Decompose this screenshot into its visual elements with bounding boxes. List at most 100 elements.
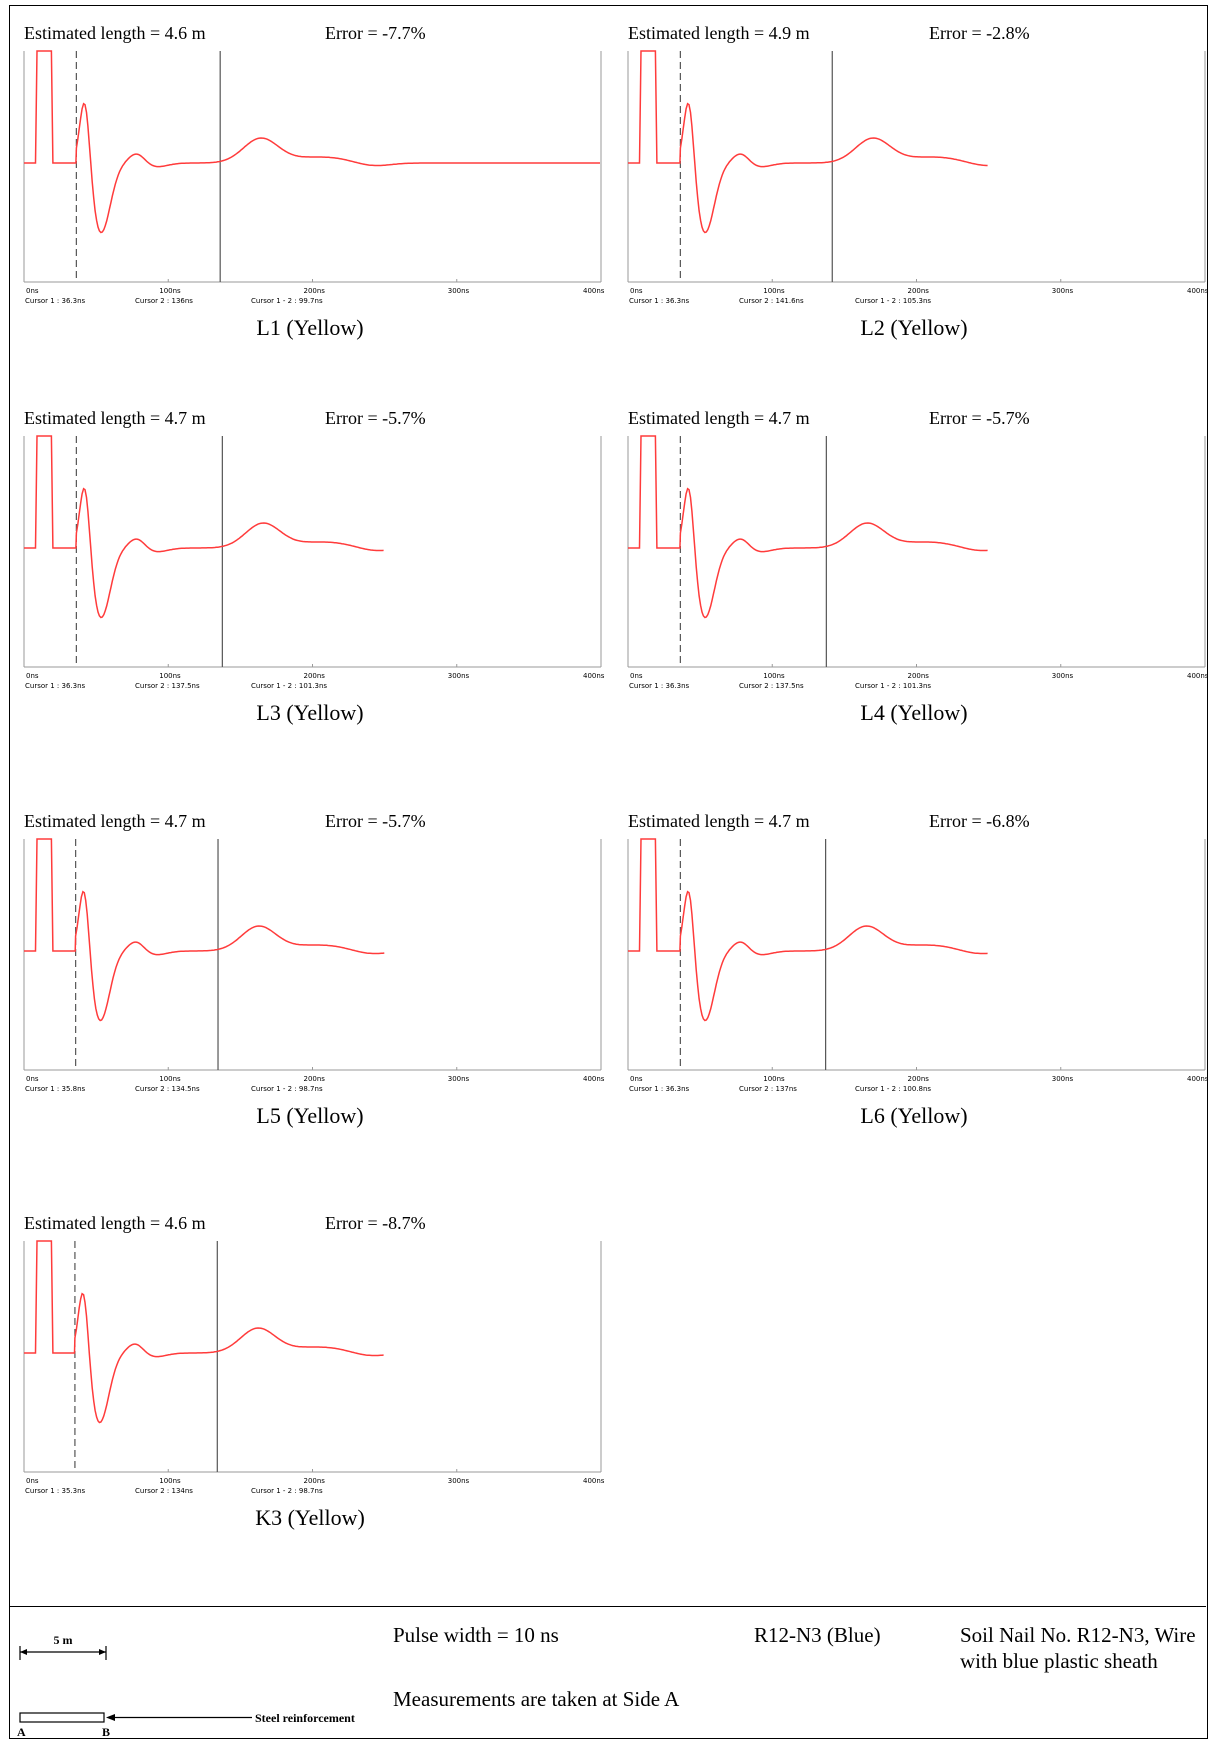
x-tick-label: 100ns <box>763 287 785 295</box>
cursor2-readout: Cursor 2 : 137ns <box>739 1085 797 1093</box>
error-value: Error = -5.7% <box>325 408 426 428</box>
x-tick-label: 400ns <box>583 287 605 295</box>
cursor1-readout: Cursor 1 : 36.3ns <box>629 1085 690 1093</box>
error-value: Error = -7.7% <box>325 23 426 43</box>
x-tick-label: 200ns <box>304 1477 326 1485</box>
page-frame <box>9 5 1208 1739</box>
cursor-delta-readout: Cursor 1 - 2 : 99.7ns <box>251 297 323 305</box>
tdr-panel: Estimated length = 4.7 m Error = -5.7% L5 … <box>10 793 610 1133</box>
tdr-plot: 0ns 100ns 200ns 300ns 400ns Cursor 1 : 36.3ns… <box>627 838 1209 1093</box>
error-value: Error = -5.7% <box>325 811 426 831</box>
x-tick-label: 400ns <box>583 672 605 680</box>
x-tick-label: 200ns <box>908 287 930 295</box>
pulse-width: Pulse width = 10 ns <box>393 1623 559 1647</box>
panel-caption: L5 (Yellow) <box>256 1103 364 1128</box>
scale-label: 5 m <box>54 1633 73 1647</box>
panel-caption: L3 (Yellow) <box>256 700 364 725</box>
waveform-trace <box>24 50 600 234</box>
cursor-delta-readout: Cursor 1 - 2 : 101.3ns <box>251 682 327 690</box>
x-tick-label: 100ns <box>159 1477 181 1485</box>
x-tick-label: 0ns <box>26 287 39 295</box>
cursor-delta-readout: Cursor 1 - 2 : 100.8ns <box>855 1085 931 1093</box>
x-tick-label: 0ns <box>630 287 643 295</box>
waveform-trace <box>24 1240 384 1424</box>
estimated-length: Estimated length = 4.9 m <box>628 23 810 43</box>
error-value: Error = -2.8% <box>929 23 1030 43</box>
x-tick-label: 0ns <box>630 1075 643 1083</box>
x-tick-label: 300ns <box>448 672 470 680</box>
waveform-trace <box>24 435 384 619</box>
panel-caption: L6 (Yellow) <box>860 1103 968 1128</box>
x-tick-label: 200ns <box>304 672 326 680</box>
waveform-trace <box>628 838 988 1022</box>
estimated-length: Estimated length = 4.7 m <box>628 811 810 831</box>
x-tick-label: 0ns <box>26 1477 39 1485</box>
x-tick-label: 100ns <box>159 672 181 680</box>
x-tick-label: 300ns <box>448 1075 470 1083</box>
tdr-plot: 0ns 100ns 200ns 300ns 400ns Cursor 1 : 36.3ns… <box>23 50 605 305</box>
nail-description: Soil Nail No. R12-N3, Wire with blue pla… <box>960 1623 1196 1673</box>
x-tick-label: 100ns <box>763 1075 785 1083</box>
panel-caption: L4 (Yellow) <box>860 700 968 725</box>
cursor1-readout: Cursor 1 : 36.3ns <box>629 682 690 690</box>
x-tick-label: 300ns <box>448 287 470 295</box>
tdr-plot: 0ns 100ns 200ns 300ns 400ns Cursor 1 : 35.3ns… <box>23 1240 605 1495</box>
x-tick-label: 100ns <box>763 672 785 680</box>
x-tick-label: 400ns <box>1187 287 1209 295</box>
x-tick-label: 0ns <box>26 1075 39 1083</box>
waveform-trace <box>628 50 988 234</box>
end-b-label: B <box>102 1725 110 1739</box>
estimated-length: Estimated length = 4.7 m <box>628 408 810 428</box>
cursor1-readout: Cursor 1 : 36.3ns <box>629 297 690 305</box>
x-tick-label: 300ns <box>1052 287 1074 295</box>
cursor2-readout: Cursor 2 : 134.5ns <box>135 1085 200 1093</box>
x-tick-label: 200ns <box>304 287 326 295</box>
estimated-length: Estimated length = 4.6 m <box>24 23 206 43</box>
error-value: Error = -8.7% <box>325 1213 426 1233</box>
scale-diagram: 5 m Steel reinforcement A B <box>17 1633 355 1739</box>
x-tick-label: 0ns <box>630 672 643 680</box>
cursor-delta-readout: Cursor 1 - 2 : 105.3ns <box>855 297 931 305</box>
x-tick-label: 100ns <box>159 1075 181 1083</box>
x-tick-label: 0ns <box>26 672 39 680</box>
cursor2-readout: Cursor 2 : 137.5ns <box>135 682 200 690</box>
x-tick-label: 200ns <box>908 1075 930 1083</box>
panel-caption: L1 (Yellow) <box>256 315 364 340</box>
cursor1-readout: Cursor 1 : 36.3ns <box>25 682 86 690</box>
tdr-panel: Estimated length = 4.7 m Error = -5.7% L4 … <box>614 390 1214 730</box>
tdr-panel: Estimated length = 4.7 m Error = -5.7% L3 … <box>10 390 610 730</box>
estimated-length: Estimated length = 4.7 m <box>24 408 206 428</box>
cursor1-readout: Cursor 1 : 35.3ns <box>25 1487 86 1495</box>
estimated-length: Estimated length = 4.7 m <box>24 811 206 831</box>
cursor-delta-readout: Cursor 1 - 2 : 98.7ns <box>251 1085 323 1093</box>
reinforcement-label: Steel reinforcement <box>255 1711 355 1725</box>
cursor-delta-readout: Cursor 1 - 2 : 98.7ns <box>251 1487 323 1495</box>
estimated-length: Estimated length = 4.6 m <box>24 1213 206 1233</box>
x-tick-label: 400ns <box>1187 1075 1209 1083</box>
end-a-label: A <box>17 1725 26 1739</box>
cursor2-readout: Cursor 2 : 136ns <box>135 297 193 305</box>
nail-bar <box>19 1712 105 1723</box>
x-tick-label: 300ns <box>448 1477 470 1485</box>
cursor2-readout: Cursor 2 : 134ns <box>135 1487 193 1495</box>
tdr-panel: Estimated length = 4.6 m Error = -8.7% K3 … <box>10 1195 610 1535</box>
x-tick-label: 200ns <box>908 672 930 680</box>
x-tick-label: 200ns <box>304 1075 326 1083</box>
x-tick-label: 300ns <box>1052 672 1074 680</box>
measurement-note: Measurements are taken at Side A <box>393 1687 680 1711</box>
footer-divider <box>10 1606 1206 1607</box>
waveform-trace <box>628 435 988 619</box>
tdr-panel: Estimated length = 4.7 m Error = -6.8% L6 … <box>614 793 1214 1133</box>
tdr-plot: 0ns 100ns 200ns 300ns 400ns Cursor 1 : 36.3ns… <box>627 435 1209 690</box>
tdr-plot: 0ns 100ns 200ns 300ns 400ns Cursor 1 : 36.3ns… <box>23 435 605 690</box>
error-value: Error = -6.8% <box>929 811 1030 831</box>
cursor1-readout: Cursor 1 : 36.3ns <box>25 297 86 305</box>
x-tick-label: 400ns <box>1187 672 1209 680</box>
cursor-delta-readout: Cursor 1 - 2 : 101.3ns <box>855 682 931 690</box>
x-tick-label: 400ns <box>583 1477 605 1485</box>
tdr-panel: Estimated length = 4.6 m Error = -7.7% L1 … <box>10 5 610 345</box>
panel-caption: L2 (Yellow) <box>860 315 968 340</box>
waveform-trace <box>24 838 385 1022</box>
x-tick-label: 300ns <box>1052 1075 1074 1083</box>
x-tick-label: 400ns <box>583 1075 605 1083</box>
